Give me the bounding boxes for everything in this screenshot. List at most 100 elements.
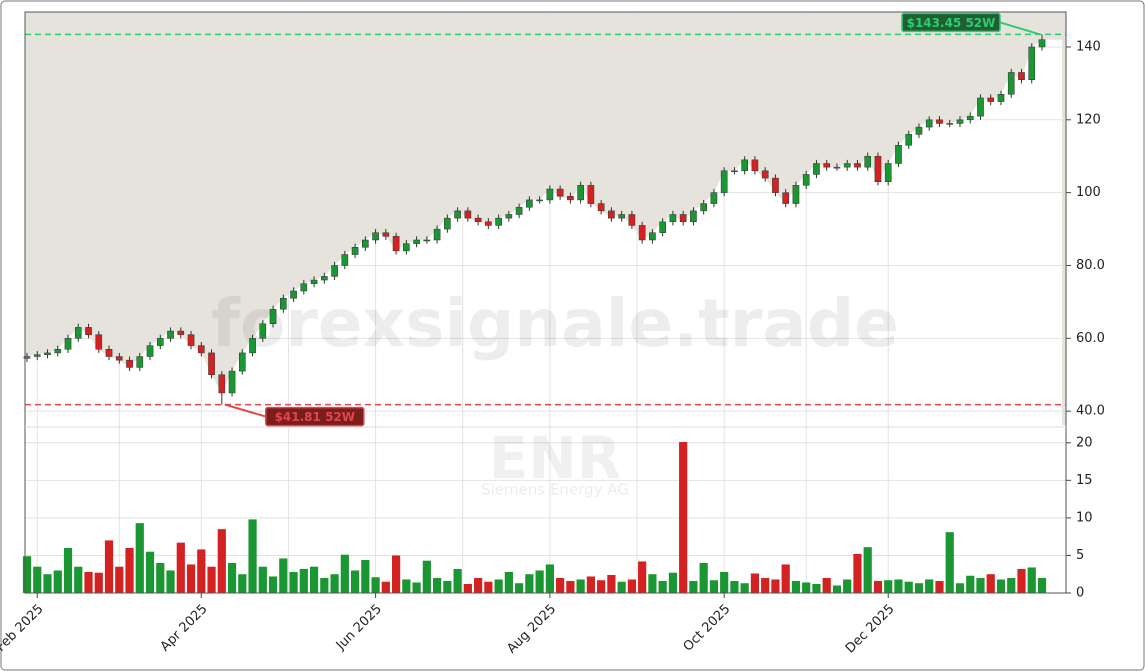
volume-bar	[227, 562, 237, 593]
candle-body	[115, 356, 123, 361]
candle-body	[669, 214, 677, 223]
annotation-box	[901, 12, 1001, 33]
volume-bar	[822, 577, 831, 593]
volume-bar	[1017, 568, 1026, 593]
candle-body	[618, 214, 625, 219]
candle-body	[331, 265, 338, 277]
watermark: forexsignale.trade	[211, 285, 899, 362]
volume-bar	[330, 574, 339, 593]
volume-bar	[535, 570, 544, 593]
volume-bar	[720, 571, 729, 593]
volume-bar	[320, 577, 329, 593]
volume-bar	[627, 579, 636, 593]
volume-bar	[781, 564, 790, 593]
candle-body	[761, 170, 769, 179]
y-tick-label: 5	[1076, 548, 1084, 563]
candle-body	[946, 123, 954, 125]
candle-body	[772, 177, 779, 193]
volume-bar	[309, 566, 319, 593]
y-tick-label: 60.0	[1076, 331, 1105, 346]
candle-body	[638, 225, 646, 241]
candle-body	[700, 203, 707, 212]
volume-bar	[986, 574, 995, 593]
volume-bar	[1007, 577, 1016, 593]
volume-bar	[371, 577, 380, 593]
annotation-label: $41.81 52W	[275, 410, 355, 424]
candle-body	[577, 185, 584, 201]
volume-bar	[935, 580, 944, 593]
volume-bar	[186, 564, 196, 593]
candle-body	[33, 354, 41, 357]
candle-body	[679, 214, 687, 223]
candle-body	[608, 210, 615, 219]
candle-body	[187, 334, 195, 346]
candle-body	[444, 217, 451, 230]
candle-body	[843, 163, 851, 168]
volume-bar	[873, 580, 883, 593]
candle-body	[895, 145, 902, 164]
y-tick-label: 40.0	[1076, 404, 1105, 419]
y-tick-label: 10	[1076, 510, 1093, 525]
candle-body	[854, 163, 861, 168]
volume-bar	[515, 583, 524, 593]
volume-bar	[381, 581, 390, 593]
candle-body	[351, 247, 359, 255]
volume-bar	[761, 577, 770, 593]
volume-bar	[658, 580, 667, 593]
candle-body	[833, 166, 841, 169]
volume-bar	[730, 580, 739, 593]
volume-bar	[843, 579, 852, 593]
volume-bar	[955, 583, 965, 593]
candle-body	[156, 338, 164, 346]
candle-body	[874, 155, 882, 182]
annotation-box	[265, 406, 365, 427]
volume-bar	[976, 577, 985, 593]
candle-body	[64, 338, 72, 350]
volume-bar	[884, 580, 893, 593]
volume-bar	[966, 575, 975, 593]
candle-body	[249, 338, 256, 354]
candle-body	[433, 228, 441, 241]
volume-bar	[115, 566, 124, 593]
candle-body	[977, 97, 984, 117]
candle-body	[320, 276, 328, 281]
volume-bar	[135, 523, 144, 593]
candle-body	[44, 352, 51, 355]
volume-bar	[443, 580, 452, 593]
candle-body	[167, 330, 174, 339]
volume-bar	[33, 566, 42, 593]
candle-body	[546, 188, 554, 201]
candle-body	[813, 163, 820, 175]
candle-body	[997, 94, 1005, 102]
volume-bar	[145, 551, 155, 593]
candle-body	[956, 119, 964, 124]
volume-bar	[566, 580, 575, 593]
candle-body	[587, 185, 595, 204]
candle-body	[536, 199, 543, 202]
annotation-label: $143.45 52W	[907, 16, 996, 30]
volume-bar	[668, 572, 678, 593]
volume-bar	[863, 547, 872, 593]
candle-body	[362, 239, 369, 248]
candle-body	[310, 279, 318, 284]
candle-body	[556, 188, 564, 197]
volume-bar	[84, 571, 93, 593]
candle-body	[741, 159, 749, 172]
candle-body	[649, 232, 656, 241]
candle-body	[628, 214, 636, 226]
volume-bar	[279, 558, 288, 593]
candle-body	[85, 327, 92, 335]
ticker-watermark: ENR	[489, 424, 622, 492]
candle-body	[792, 185, 800, 204]
volume-bar	[945, 532, 954, 593]
volume-bar	[166, 570, 175, 593]
volume-bar	[361, 559, 370, 593]
candle-body	[823, 163, 831, 168]
y-tick-label: 15	[1076, 473, 1093, 488]
candle-body	[146, 345, 154, 357]
y-tick-label: 20	[1076, 435, 1093, 450]
volume-bar	[597, 580, 606, 593]
volume-bar	[156, 562, 165, 593]
volume-bar	[802, 582, 811, 593]
